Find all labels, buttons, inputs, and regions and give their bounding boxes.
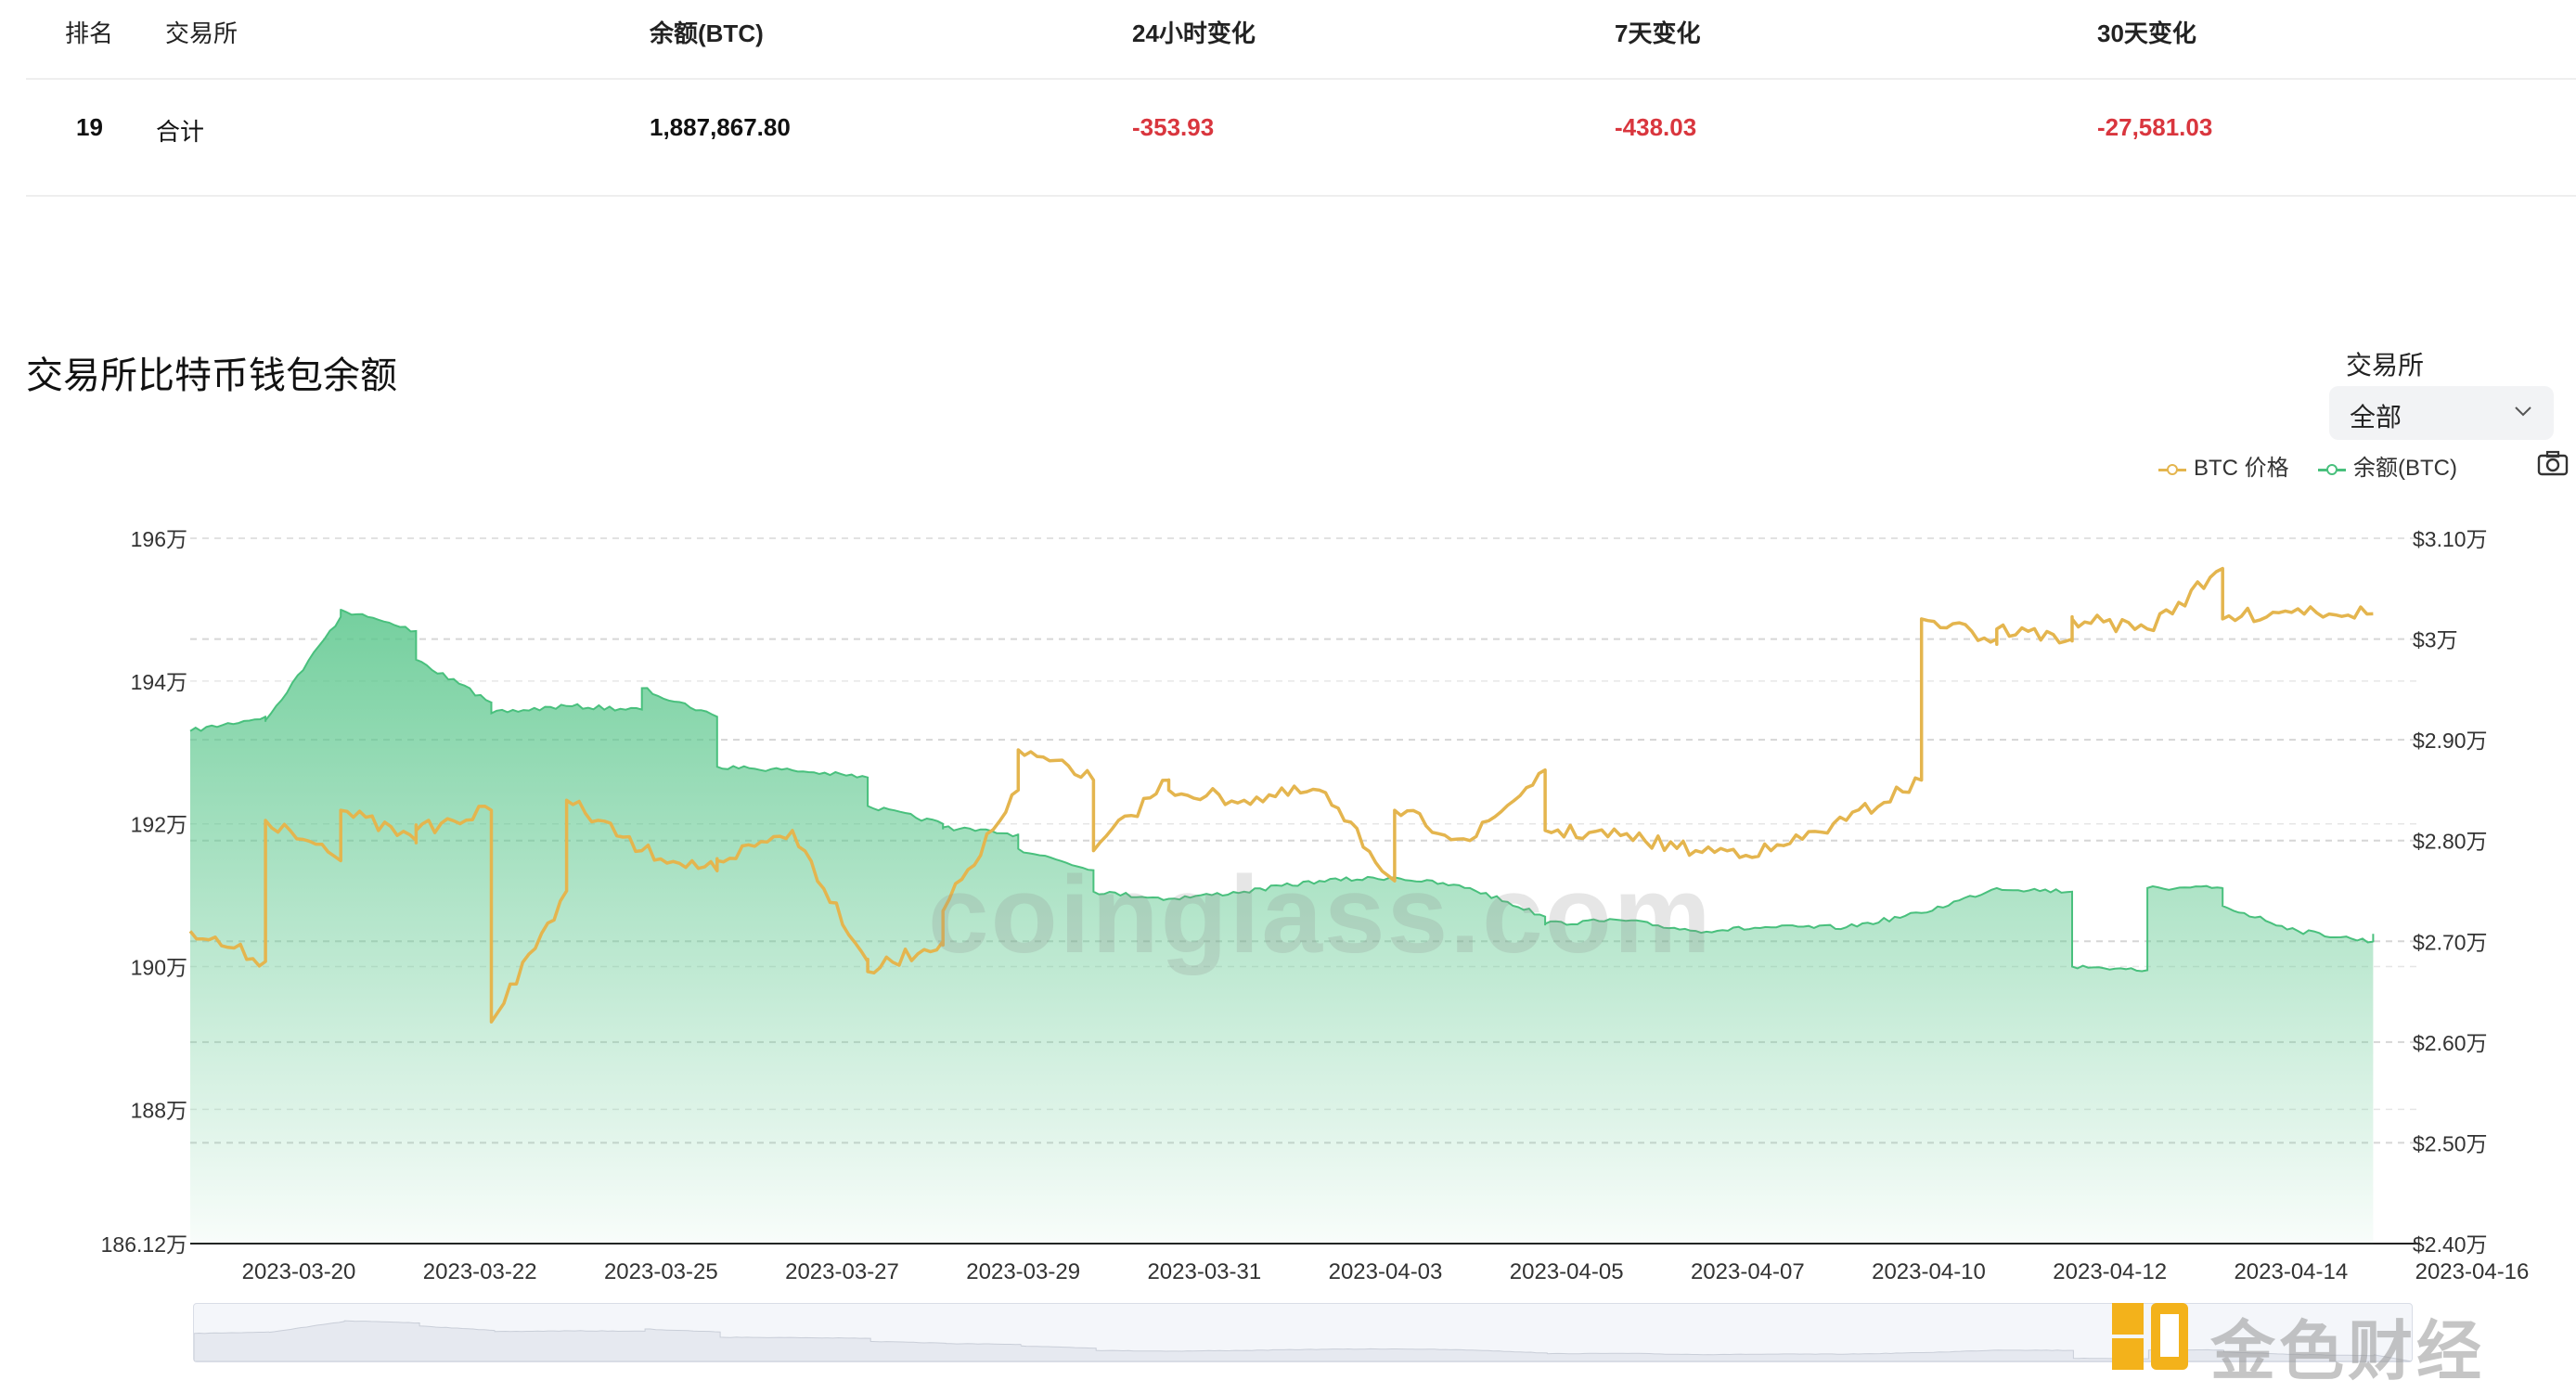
chart-plot[interactable]: 196万 194万 192万 190万 188万 186.12万 $3.10万 $3万 $2.… xyxy=(0,501,2576,1281)
header-change-30d[interactable]: 30天变化 xyxy=(2097,19,2196,47)
x-tick-label: 2023-04-12 xyxy=(2053,1259,2167,1281)
balance-line xyxy=(189,608,2375,973)
legend-balance-label: 余额(BTC) xyxy=(2353,456,2457,481)
y-left-tick-label: 192万 xyxy=(131,813,187,837)
header-exchange[interactable]: 交易所 xyxy=(165,19,238,47)
brand-name: 金色财经 xyxy=(2210,1315,2485,1387)
navigator-preview xyxy=(194,1320,2412,1361)
table-header-row: 排名 交易所 余额(BTC) 24小时变化 7天变化 30天变化 xyxy=(26,0,2576,80)
x-tick-label: 2023-03-29 xyxy=(966,1259,1080,1281)
header-rank[interactable]: 排名 xyxy=(65,19,114,47)
x-tick-label: 2023-03-25 xyxy=(604,1259,718,1281)
y-right-tick-label: $2.80万 xyxy=(2413,830,2488,854)
row-change-30d: -27,581.03 xyxy=(2097,113,2213,141)
y-right-tick-label: $2.40万 xyxy=(2413,1232,2488,1257)
x-tick-label: 2023-03-31 xyxy=(1147,1259,1261,1281)
y-right-tick-label: $2.50万 xyxy=(2413,1131,2488,1155)
zoom-navigator[interactable] xyxy=(193,1303,2413,1362)
y-left-tick-label: 194万 xyxy=(131,670,187,694)
chart-title: 交易所比特币钱包余额 xyxy=(26,355,397,396)
camera-icon[interactable] xyxy=(2537,449,2569,477)
chevron-down-icon xyxy=(2515,406,2531,417)
y-right-tick-label: $2.60万 xyxy=(2413,1031,2488,1055)
y-left-tick-label: 186.12万 xyxy=(101,1232,187,1257)
row-change-7d: -438.03 xyxy=(1615,113,1697,141)
y-right-tick-label: $3.10万 xyxy=(2413,527,2488,551)
price-line xyxy=(188,566,2374,1024)
x-tick-label: 2023-04-16 xyxy=(2415,1259,2530,1281)
price-legend-marker xyxy=(2158,463,2186,476)
legend-item-price[interactable]: BTC 价格 xyxy=(2158,449,2289,482)
row-exchange: 合计 xyxy=(156,118,205,146)
header-change-7d[interactable]: 7天变化 xyxy=(1615,19,1701,47)
x-tick-label: 2023-03-22 xyxy=(423,1259,537,1281)
exchange-select-value: 全部 xyxy=(2350,403,2402,432)
legend-price-label: BTC 价格 xyxy=(2194,456,2289,481)
brand-logo-icon xyxy=(2112,1303,2188,1370)
x-tick-label: 2023-03-27 xyxy=(785,1259,899,1281)
exchange-balance-table: 排名 交易所 余额(BTC) 24小时变化 7天变化 30天变化 19 合计 1… xyxy=(26,0,2576,197)
x-tick-label: 2023-03-20 xyxy=(242,1259,356,1281)
legend-item-balance[interactable]: 余额(BTC) xyxy=(2318,449,2457,482)
balance-legend-marker xyxy=(2318,463,2346,476)
y-right-tick-label: $3万 xyxy=(2413,628,2458,652)
y-left-tick-label: 190万 xyxy=(131,956,187,980)
header-change-24h[interactable]: 24小时变化 xyxy=(1132,19,1256,47)
x-tick-label: 2023-04-10 xyxy=(1872,1259,1986,1281)
row-rank: 19 xyxy=(76,113,103,141)
table-row: 19 合计 1,887,867.80 -353.93 -438.03 -27,5… xyxy=(26,80,2576,197)
brand-watermark: 金色财经 xyxy=(2108,1297,2572,1387)
x-tick-label: 2023-04-07 xyxy=(1691,1259,1805,1281)
y-left-tick-label: 196万 xyxy=(131,527,187,551)
row-balance: 1,887,867.80 xyxy=(650,113,791,141)
x-tick-label: 2023-04-05 xyxy=(1510,1259,1624,1281)
exchange-select[interactable]: 全部 xyxy=(2329,386,2554,440)
watermark: coinglass.com xyxy=(928,854,1713,976)
x-tick-label: 2023-04-03 xyxy=(1329,1259,1443,1281)
x-tick-label: 2023-04-14 xyxy=(2234,1259,2348,1281)
y-right-tick-label: $2.90万 xyxy=(2413,729,2488,753)
y-left-tick-label: 188万 xyxy=(131,1098,187,1122)
row-change-24h: -353.93 xyxy=(1132,113,1215,141)
y-right-tick-label: $2.70万 xyxy=(2413,930,2488,954)
header-balance[interactable]: 余额(BTC) xyxy=(650,19,764,47)
exchange-filter-label: 交易所 xyxy=(2346,351,2425,380)
